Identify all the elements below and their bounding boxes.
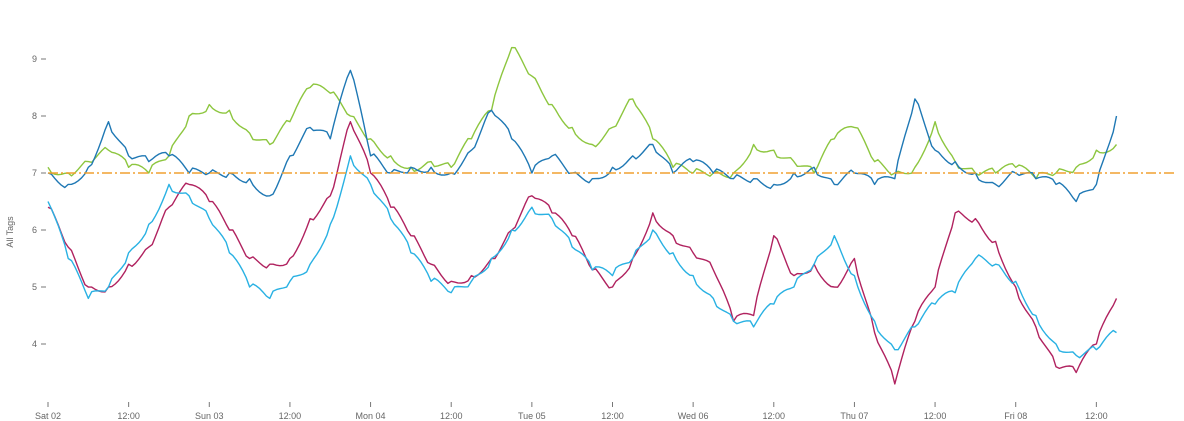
series-line: [47, 121, 1118, 385]
x-axis: Sat 02 12:00 Sun 03 12:00 Mon 04 12:00 Tue 05 1…: [35, 402, 1108, 421]
x-tick-label: 12:00: [117, 411, 140, 421]
y-axis: 4 5 6 7 8 9: [32, 54, 46, 349]
series-line: [47, 69, 1118, 203]
x-tick-label: 12:00: [440, 411, 463, 421]
series-line: [47, 155, 1117, 359]
y-tick-label: 7: [32, 168, 37, 178]
x-tick-label: Mon 04: [356, 411, 386, 421]
x-tick-label: 12:00: [601, 411, 624, 421]
x-tick-label: 12:00: [279, 411, 302, 421]
x-tick-label: Wed 06: [678, 411, 709, 421]
y-tick-label: 8: [32, 111, 37, 121]
x-tick-label: 12:00: [924, 411, 947, 421]
x-tick-label: 12:00: [1085, 411, 1108, 421]
x-tick-label: Thu 07: [840, 411, 868, 421]
x-tick-label: Fri 08: [1004, 411, 1027, 421]
y-axis-title: All Tags: [5, 216, 15, 248]
series-line: [47, 46, 1118, 180]
x-tick-label: 12:00: [763, 411, 786, 421]
x-tick-label: Sun 03: [195, 411, 224, 421]
y-tick-label: 9: [32, 54, 37, 64]
y-tick-label: 4: [32, 339, 37, 349]
x-tick-label: Sat 02: [35, 411, 61, 421]
y-tick-label: 5: [32, 282, 37, 292]
y-tick-label: 6: [32, 225, 37, 235]
series-layer: [47, 46, 1118, 385]
x-tick-label: Tue 05: [518, 411, 546, 421]
